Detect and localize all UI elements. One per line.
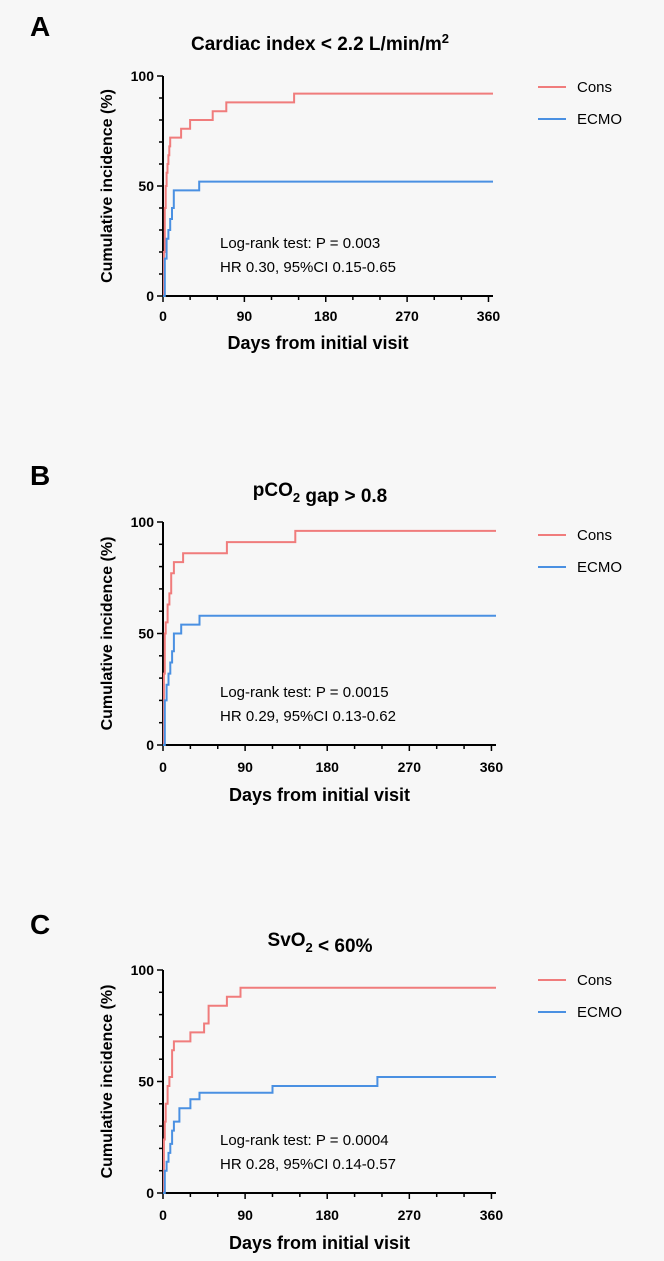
chart-panel-a: A Cardiac index < 2.2 L/min/m2 0 90 180 270 36…: [30, 11, 622, 353]
legend-label-ecmo: ECMO: [577, 1004, 622, 1021]
chart-panel-c: C SvO2 < 60% 0 90 180 270 360 0 50 100 Days from i…: [30, 909, 622, 1253]
annotation-line: HR 0.29, 95%CI 0.13-0.62: [220, 708, 396, 725]
x-tick-label: 90: [237, 759, 253, 775]
y-tick-label: 100: [131, 514, 155, 530]
x-tick-label: 180: [316, 759, 340, 775]
legend-label-ecmo: ECMO: [577, 559, 622, 576]
y-tick-label: 50: [138, 178, 154, 194]
x-axis-label: Days from initial visit: [229, 1233, 410, 1253]
x-tick-label: 0: [159, 759, 167, 775]
annotation-line: Log-rank test: P = 0.0004: [220, 1132, 389, 1149]
x-tick-label: 360: [480, 759, 504, 775]
x-tick-label: 180: [314, 308, 338, 324]
legend-label-cons: Cons: [577, 79, 612, 96]
y-axis-label: Cumulative incidence (%): [99, 537, 116, 731]
y-tick-label: 100: [131, 68, 155, 84]
annotation-line: Log-rank test: P = 0.003: [220, 235, 380, 252]
legend-label-cons: Cons: [577, 972, 612, 989]
x-axis-label: Days from initial visit: [229, 785, 410, 805]
x-tick-label: 360: [477, 308, 501, 324]
chart-title: SvO2 < 60%: [268, 930, 373, 957]
panel-letter: C: [30, 909, 50, 940]
legend-label-ecmo: ECMO: [577, 111, 622, 128]
y-tick-label: 0: [146, 737, 154, 753]
series-line-ecmo: [163, 1076, 496, 1194]
x-tick-label: 90: [237, 1207, 253, 1223]
y-tick-label: 0: [146, 1185, 154, 1201]
x-tick-label: 270: [398, 759, 422, 775]
chart-title: pCO2 gap > 0.8: [253, 480, 387, 507]
panel-letter: A: [30, 11, 50, 42]
y-axis-label: Cumulative incidence (%): [99, 89, 116, 283]
y-tick-label: 50: [138, 626, 154, 642]
series-line-ecmo: [163, 614, 496, 746]
annotation-line: HR 0.28, 95%CI 0.14-0.57: [220, 1156, 396, 1173]
x-tick-label: 0: [159, 1207, 167, 1223]
y-tick-label: 0: [146, 288, 154, 304]
panel-letter: B: [30, 460, 50, 491]
series-line-cons: [162, 986, 496, 1194]
annotation-line: HR 0.30, 95%CI 0.15-0.65: [220, 259, 396, 276]
x-tick-label: 360: [480, 1207, 504, 1223]
y-tick-label: 100: [131, 962, 155, 978]
x-tick-label: 180: [316, 1207, 340, 1223]
series-line-ecmo: [163, 180, 493, 297]
series-line-cons: [162, 529, 496, 746]
x-tick-label: 0: [159, 308, 167, 324]
x-tick-label: 90: [237, 308, 253, 324]
series-line-cons: [162, 92, 493, 297]
legend-label-cons: Cons: [577, 527, 612, 544]
x-axis-label: Days from initial visit: [227, 333, 408, 353]
annotation-line: Log-rank test: P = 0.0015: [220, 684, 389, 701]
x-tick-label: 270: [395, 308, 419, 324]
chart-title: Cardiac index < 2.2 L/min/m2: [191, 31, 449, 55]
y-tick-label: 50: [138, 1074, 154, 1090]
y-axis-label: Cumulative incidence (%): [99, 985, 116, 1179]
x-tick-label: 270: [398, 1207, 422, 1223]
